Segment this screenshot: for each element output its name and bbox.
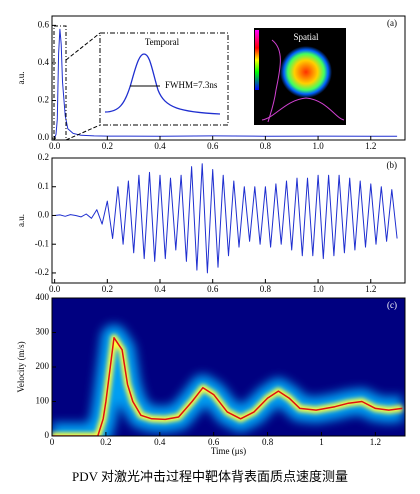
y-tick-label: 100 (36, 396, 50, 406)
zoom-box (53, 25, 67, 141)
y-tick-label: 0 (45, 430, 50, 440)
x-axis-label: Time (μs) (211, 446, 246, 456)
x-tick-label: 0.4 (154, 141, 166, 151)
colorbar (255, 30, 259, 90)
panel: 0 0.2 0.4 0.6 0.8 1 1.2 0 100 200 300 400 Velocity (… (16, 292, 406, 456)
x-tick-label: 0.6 (208, 437, 220, 447)
x-tick-label: 0.6 (207, 284, 219, 294)
y-tick-label: 0.0 (38, 132, 50, 142)
x-tick-label: 1.0 (312, 141, 324, 151)
x-tick-label: 1.2 (365, 284, 376, 294)
inset-temporal: Temporal FWHM=7.3ns (53, 25, 229, 141)
inset-curve (104, 53, 221, 115)
x-tick-label: 0.0 (49, 284, 61, 294)
x-tick-label: 0.2 (102, 284, 113, 294)
inset-title: Temporal (145, 37, 180, 47)
x-tick-label: 0.6 (207, 141, 219, 151)
panel: 0.0 0.2 0.4 0.6 0.8 1.0 1.2 0.2 0.1 0.0 -0.1 -0.2 a.… (16, 152, 406, 294)
y-axis-label: a.u. (16, 214, 26, 227)
beam-spot (280, 46, 332, 98)
panel-label: (a) (387, 18, 397, 28)
profile (261, 97, 345, 121)
y-tick-label: 200 (36, 361, 50, 371)
y-tick-label: 0.0 (38, 210, 50, 220)
x-tick-label: 1 (319, 437, 324, 447)
x-tick-label: 0.2 (102, 141, 113, 151)
fwhm-label: FWHM=7.3ns (165, 80, 218, 90)
profile (267, 39, 281, 123)
y-tick-label: 0.1 (38, 181, 49, 191)
inset-spatial: Spatial (254, 28, 346, 125)
plot-area (52, 324, 404, 436)
spatial-title: Spatial (294, 32, 319, 42)
y-tick-label: 0.2 (38, 152, 49, 162)
x-tick-label: 0.8 (262, 437, 274, 447)
y-axis-label: Velocity (m/s) (16, 341, 26, 392)
panel-label: (c) (387, 300, 397, 310)
x-tick-label: 0.2 (100, 437, 111, 447)
x-tick-label: 0.8 (260, 284, 272, 294)
x-tick-label: 0.4 (154, 437, 166, 447)
y-tick-label: -0.1 (35, 238, 49, 248)
inset-frame (99, 32, 229, 126)
plot-area (54, 163, 398, 274)
x-tick-label: 0.4 (154, 284, 166, 294)
panel-label: (b) (387, 160, 398, 170)
plot-frame (51, 15, 406, 141)
y-tick-label: 0.6 (38, 19, 50, 29)
x-tick-label: 1.0 (312, 284, 324, 294)
connector (65, 124, 101, 141)
caption: PDV 对激光冲击过程中靶体背表面质点速度测量 (72, 469, 348, 484)
data-line (54, 163, 398, 274)
x-tick-label: 0 (50, 437, 55, 447)
x-tick-label: 1.2 (365, 141, 376, 151)
y-tick-label: 0.2 (38, 95, 49, 105)
connector (65, 32, 101, 61)
y-axis-label: a.u. (16, 72, 26, 85)
y-tick-label: 400 (36, 292, 50, 302)
y-tick-label: 0.4 (38, 57, 50, 67)
y-tick-label: 300 (36, 327, 50, 337)
x-tick-label: 1.2 (370, 437, 381, 447)
y-tick-label: -0.2 (35, 267, 49, 277)
panel: 0.0 0.2 0.4 0.6 0.8 1.0 1.2 0.0 0.2 0.4 0.6 a.u. (a) (16, 15, 406, 151)
plot-frame (51, 157, 406, 284)
x-tick-label: 0.8 (260, 141, 272, 151)
x-tick-label: 0.0 (49, 141, 61, 151)
data-line (52, 336, 403, 436)
